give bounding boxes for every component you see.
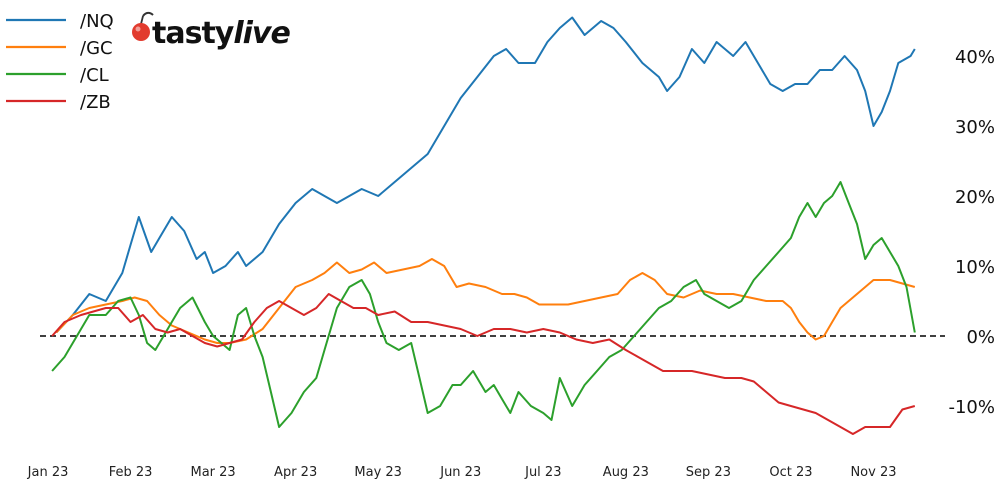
legend-label-gc: /GC	[80, 38, 113, 59]
y-axis-ticks: -10% 0% 10% 20% 30% 40%	[948, 47, 995, 418]
y-tick-label: 30%	[955, 117, 995, 138]
x-tick-label: Jun 23	[439, 465, 481, 480]
series-line-cl	[51, 181, 916, 428]
x-axis-ticks: Jan 23 Feb 23 Mar 23 Apr 23 May 23 Jun 23 Jul …	[27, 465, 897, 480]
x-tick-label: May 23	[354, 465, 402, 480]
x-tick-label: Jan 23	[27, 465, 69, 480]
series-layer	[51, 16, 916, 435]
legend-label-zb: /ZB	[80, 92, 111, 113]
x-tick-label: Feb 23	[109, 465, 153, 480]
y-tick-label: 20%	[955, 187, 995, 208]
x-tick-label: Apr 23	[274, 465, 317, 480]
x-tick-label: Aug 23	[603, 465, 649, 480]
x-tick-label: Oct 23	[769, 465, 812, 480]
y-tick-label: 40%	[955, 47, 995, 68]
legend-label-nq: /NQ	[80, 11, 114, 32]
cherry-icon	[132, 11, 154, 41]
brand-name: tastylive	[152, 16, 290, 51]
x-tick-label: Jul 23	[524, 465, 561, 480]
legend: /NQ/GC/CL/ZB	[6, 11, 114, 113]
x-tick-label: Sep 23	[686, 465, 731, 480]
series-line-gc	[55, 258, 916, 344]
y-tick-label: 0%	[966, 327, 995, 348]
legend-label-cl: /CL	[80, 65, 109, 86]
y-tick-label: -10%	[948, 397, 995, 418]
brand-name-main: tasty	[152, 16, 235, 51]
series-line-zb	[51, 293, 916, 435]
brand-name-accent: live	[233, 16, 290, 51]
x-tick-label: Nov 23	[850, 465, 896, 480]
series-line-nq	[55, 16, 916, 334]
y-tick-label: 10%	[955, 257, 995, 278]
x-tick-label: Mar 23	[190, 465, 235, 480]
brand-logo: tastylive	[132, 11, 291, 51]
